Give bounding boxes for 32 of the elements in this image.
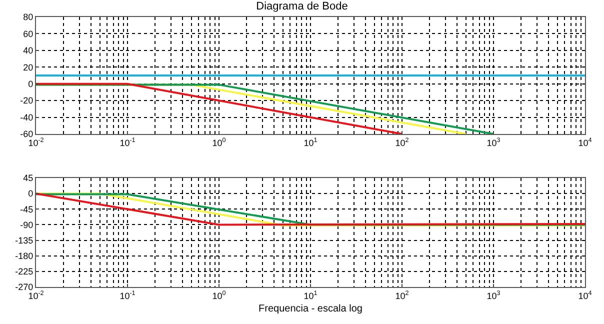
x-tick-label: 10$^{2}$	[395, 290, 410, 301]
x-tick-label: 10$^{4}$	[578, 290, 592, 301]
x-tick-label: 10$^{4}$	[578, 137, 592, 148]
y-tick-label: -270	[15, 282, 34, 292]
x-tick-label: 10$^{-1}$	[120, 137, 136, 148]
x-tick-label: 10$^{3}$	[486, 290, 501, 301]
x-tick-label: 10$^{-1}$	[120, 290, 136, 301]
y-tick-label: 45	[23, 173, 34, 184]
x-tick-label: 10$^{0}$	[212, 290, 226, 301]
y-tick-label: 60	[23, 28, 34, 39]
x-tick-label: 10$^{-2}$	[28, 290, 44, 301]
y-tick-label: 80	[23, 12, 34, 22]
y-tick-label: -20	[20, 96, 34, 106]
y-tick-label: -60	[20, 129, 34, 140]
y-tick-label: -40	[20, 112, 34, 122]
x-tick-label: 10$^{2}$	[395, 137, 410, 148]
y-tick-label: -45	[20, 204, 34, 214]
y-tick-label: 40	[23, 46, 34, 56]
x-tick-label: 10$^{1}$	[304, 137, 318, 148]
x-tick-label: 10$^{1}$	[304, 290, 318, 301]
y-tick-label: -180	[15, 251, 34, 262]
x-tick-label: 10$^{0}$	[212, 137, 226, 148]
y-tick-label: -135	[15, 235, 34, 246]
y-tick-label: -90	[20, 220, 34, 230]
y-tick-label: 0	[28, 79, 34, 90]
x-axis-title: Frequencia - escala log	[258, 303, 362, 314]
y-tick-label: -225	[15, 266, 34, 277]
chart-title: Diagrama de Bode	[256, 0, 348, 12]
y-tick-label: 20	[23, 62, 34, 72]
x-tick-label: 10$^{-2}$	[28, 137, 44, 148]
x-tick-label: 10$^{3}$	[486, 137, 501, 148]
y-tick-label: 0	[28, 188, 34, 199]
